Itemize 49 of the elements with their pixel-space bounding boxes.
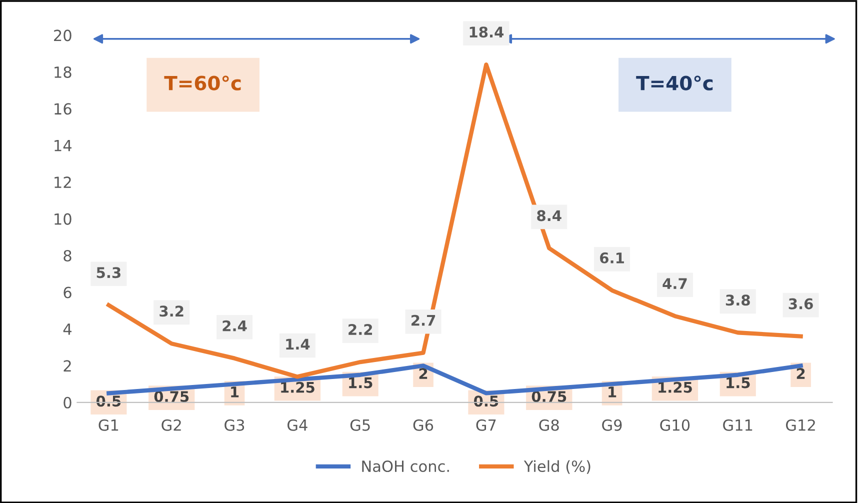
data-label: 2: [796, 368, 805, 379]
data-label: 1.25: [658, 382, 692, 393]
x-tick-label: G8: [539, 419, 559, 431]
data-label: 6.1: [600, 252, 624, 264]
x-tick-label: G11: [723, 419, 752, 431]
x-tick-label: G4: [288, 419, 308, 431]
data-label: 1.4: [286, 338, 310, 350]
x-tick-label: G1: [98, 419, 118, 431]
x-tick-label: G7: [476, 419, 496, 431]
x-tick-label: G5: [350, 419, 370, 431]
legend-label: Yield (%): [524, 460, 590, 474]
data-label: 0.75: [154, 391, 189, 402]
x-tick-label: G3: [224, 419, 244, 431]
data-label: 0.75: [532, 391, 566, 402]
y-tick-label: 2: [64, 360, 71, 372]
y-tick-label: 10: [54, 213, 72, 225]
data-label: 2: [419, 368, 428, 379]
data-label: 1.5: [349, 377, 372, 388]
x-tick-label: G12: [786, 419, 815, 431]
data-label: 4.7: [662, 278, 687, 289]
annotation: T=60°c: [164, 76, 241, 90]
y-tick-label: 6: [64, 286, 72, 298]
data-label: 2.4: [222, 320, 247, 332]
data-label: 1.5: [726, 377, 750, 388]
y-tick-label: 18: [54, 66, 72, 78]
data-label: 8.4: [537, 210, 562, 222]
data-label: 2.2: [348, 324, 372, 335]
data-label: 1: [608, 386, 616, 398]
x-tick-label: G10: [660, 419, 690, 431]
y-tick-label: 12: [54, 176, 71, 188]
data-label: 3.8: [726, 294, 750, 306]
y-tick-label: 14: [54, 140, 72, 152]
x-tick-label: G2: [162, 419, 181, 431]
data-label: 3.6: [788, 298, 813, 310]
y-tick-label: 4: [63, 324, 72, 335]
data-label: 18.4: [470, 26, 504, 38]
annotation: T=40°c: [636, 76, 713, 90]
y-tick-label: 20: [54, 30, 72, 42]
data-label: 2.7: [412, 314, 436, 326]
data-label: 5.3: [96, 267, 120, 278]
y-tick-label: 0: [64, 396, 72, 408]
y-tick-label: 8: [64, 250, 72, 262]
x-tick-label: G6: [413, 419, 434, 431]
data-label: 1.25: [281, 382, 314, 393]
data-label: 1: [231, 386, 239, 398]
data-label: 3.2: [160, 306, 184, 317]
x-tick-label: G9: [602, 419, 622, 431]
legend-label: NaOH conc.: [362, 460, 449, 472]
y-tick-label: 16: [54, 103, 72, 115]
